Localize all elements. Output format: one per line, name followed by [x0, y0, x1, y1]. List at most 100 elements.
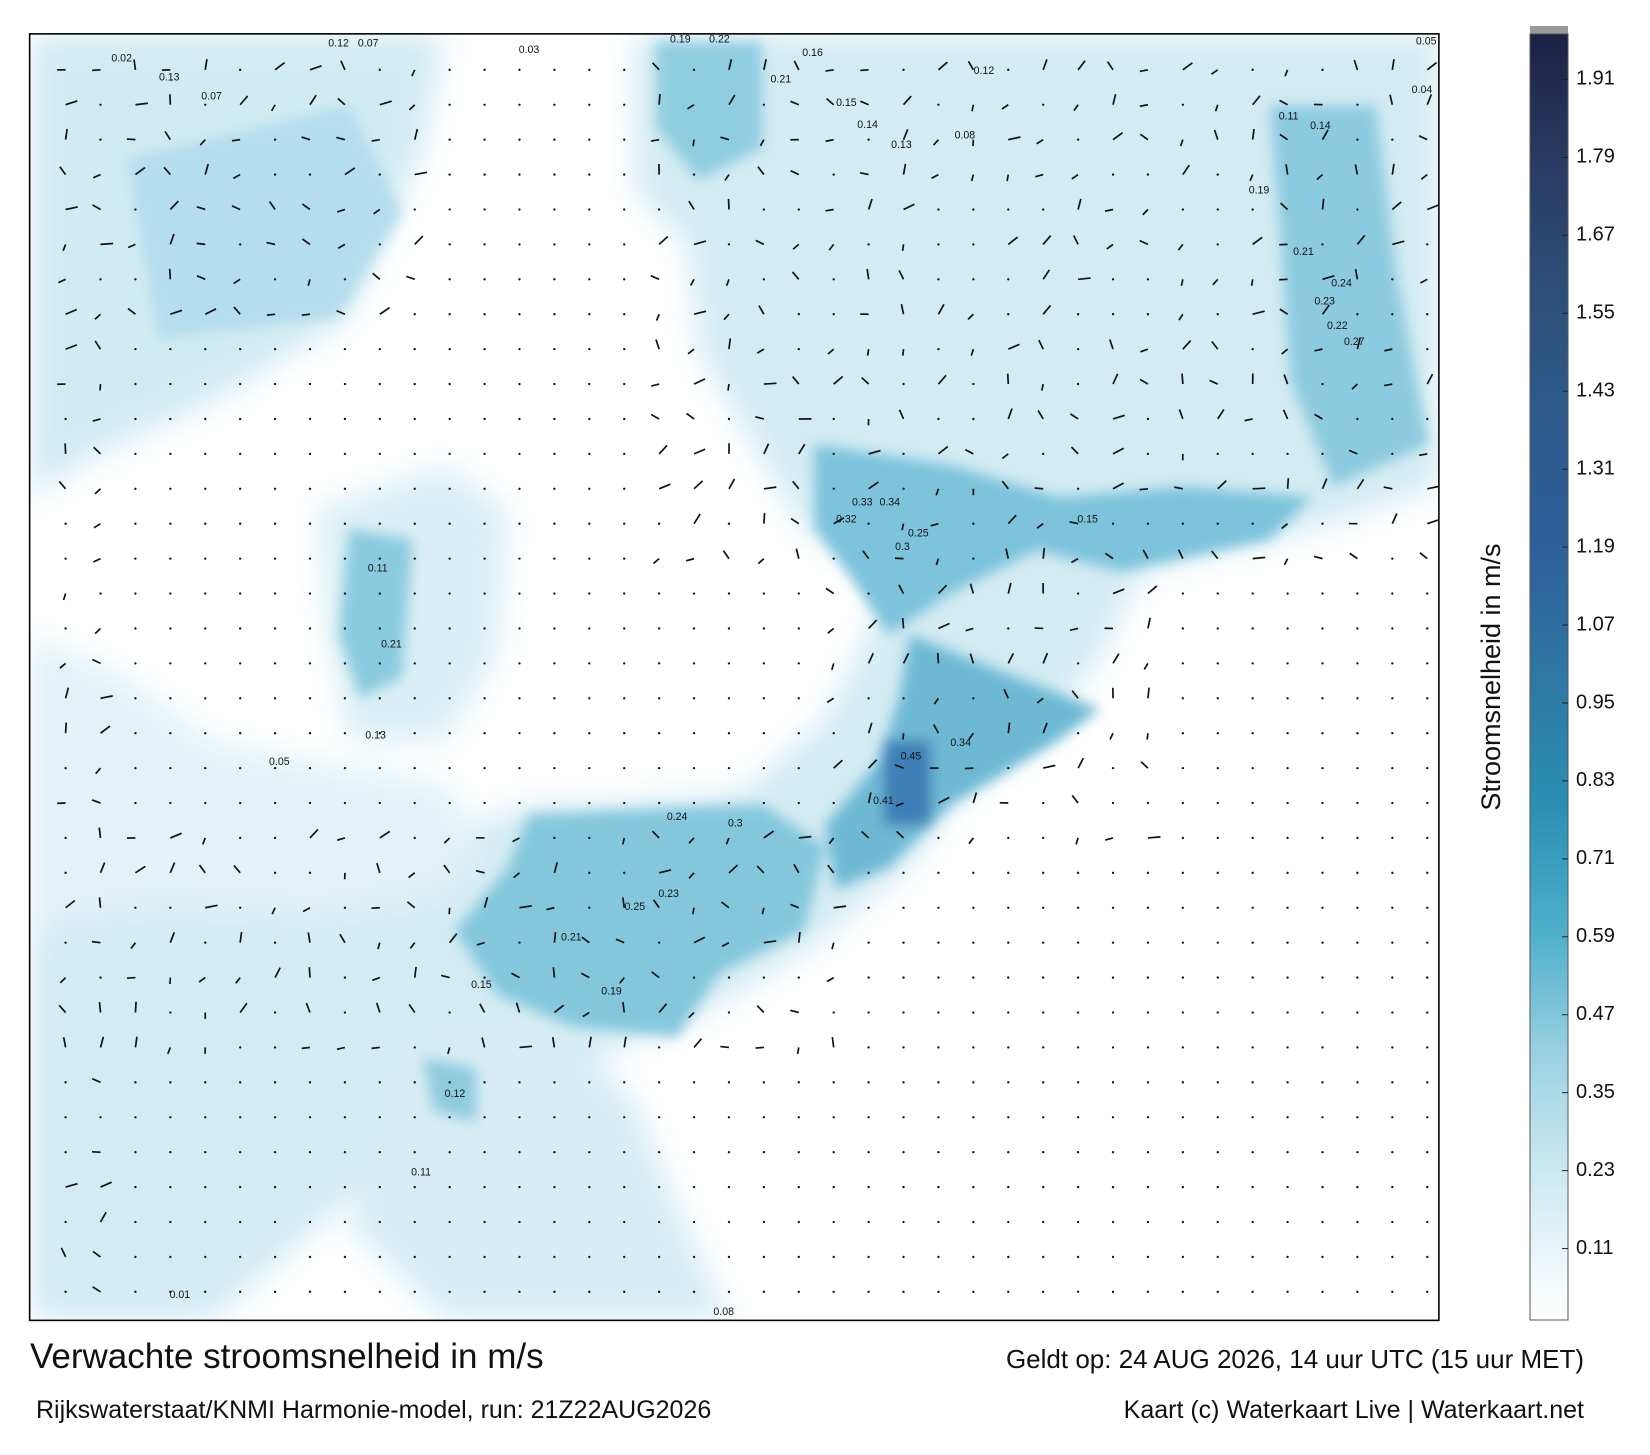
grid-dot [1426, 1011, 1428, 1013]
grid-dot [448, 348, 450, 350]
grid-dot [937, 278, 939, 280]
grid-dot [204, 592, 206, 594]
grid-dot [379, 627, 381, 629]
grid-dot [134, 767, 136, 769]
grid-dot [134, 697, 136, 699]
grid-dot [1147, 523, 1149, 525]
grid-dot [1356, 872, 1358, 874]
grid-dot [1112, 523, 1114, 525]
grid-dot [623, 313, 625, 315]
grid-dot [588, 1221, 590, 1223]
grid-dot [1217, 662, 1219, 664]
grid-dot [379, 592, 381, 594]
colorbar-tick-label: 1.79 [1576, 146, 1615, 168]
grid-dot [902, 1221, 904, 1223]
grid-dot [588, 662, 590, 664]
grid-dot [1286, 1291, 1288, 1293]
grid-dot [379, 1186, 381, 1188]
grid-dot [867, 1186, 869, 1188]
grid-dot [1252, 348, 1254, 350]
grid-dot [693, 1186, 695, 1188]
grid-dot [483, 208, 485, 210]
grid-dot [728, 697, 730, 699]
grid-dot [1007, 1081, 1009, 1083]
grid-dot [937, 976, 939, 978]
grid-dot [658, 732, 660, 734]
grid-dot [344, 592, 346, 594]
speed-label: 0.15 [471, 979, 492, 991]
grid-dot [1321, 69, 1323, 71]
grid-dot [833, 1221, 835, 1223]
grid-dot [902, 1081, 904, 1083]
grid-dot [518, 453, 520, 455]
grid-dot [1112, 767, 1114, 769]
grid-dot [239, 243, 241, 245]
current-arrow [728, 384, 729, 390]
grid-dot [763, 208, 765, 210]
current-arrow [799, 932, 800, 943]
grid-dot [833, 732, 835, 734]
grid-dot [553, 278, 555, 280]
grid-dot [274, 138, 276, 140]
grid-dot [588, 732, 590, 734]
grid-dot [1077, 1011, 1079, 1013]
grid-dot [588, 453, 590, 455]
grid-dot [1217, 627, 1219, 629]
grid-dot [833, 453, 835, 455]
grid-dot [972, 1151, 974, 1153]
grid-dot [833, 1011, 835, 1013]
grid-dot [1426, 1186, 1428, 1188]
grid-dot [1252, 872, 1254, 874]
grid-dot [1391, 592, 1393, 594]
grid-dot [1217, 173, 1219, 175]
grid-dot [972, 278, 974, 280]
grid-dot [1182, 697, 1184, 699]
grid-dot [1112, 1291, 1114, 1293]
grid-dot [169, 1186, 171, 1188]
grid-dot [274, 173, 276, 175]
grid-dot [937, 942, 939, 944]
grid-dot [64, 1081, 66, 1083]
grid-dot [902, 69, 904, 71]
grid-dot [414, 313, 416, 315]
grid-dot [553, 313, 555, 315]
grid-dot [1042, 104, 1044, 106]
grid-dot [134, 592, 136, 594]
grid-dot [623, 732, 625, 734]
grid-dot [448, 173, 450, 175]
speed-label: 0.08 [955, 130, 976, 142]
grid-dot [344, 1151, 346, 1153]
current-arrow [1007, 175, 1008, 181]
grid-dot [763, 104, 765, 106]
grid-dot [309, 872, 311, 874]
grid-dot [658, 523, 660, 525]
grid-dot [274, 348, 276, 350]
grid-dot [1391, 313, 1393, 315]
grid-dot [1391, 627, 1393, 629]
grid-dot [1321, 1081, 1323, 1083]
grid-dot [414, 1291, 416, 1293]
grid-dot [553, 732, 555, 734]
grid-dot [344, 1291, 346, 1293]
grid-dot [1217, 697, 1219, 699]
grid-dot [623, 662, 625, 664]
speed-label: 0.08 [713, 1306, 734, 1318]
grid-dot [1077, 872, 1079, 874]
current-arrow [232, 140, 240, 141]
grid-dot [1112, 976, 1114, 978]
grid-dot [1356, 208, 1358, 210]
grid-dot [902, 976, 904, 978]
grid-dot [239, 1291, 241, 1293]
current-arrow [764, 513, 765, 524]
speed-label: 0.24 [1331, 278, 1352, 290]
grid-dot [414, 732, 416, 734]
grid-dot [553, 173, 555, 175]
grid-dot [344, 662, 346, 664]
grid-dot [833, 557, 835, 559]
grid-dot [693, 627, 695, 629]
grid-dot [344, 1221, 346, 1223]
grid-dot [972, 1011, 974, 1013]
grid-dot [274, 1046, 276, 1048]
grid-dot [833, 1151, 835, 1153]
